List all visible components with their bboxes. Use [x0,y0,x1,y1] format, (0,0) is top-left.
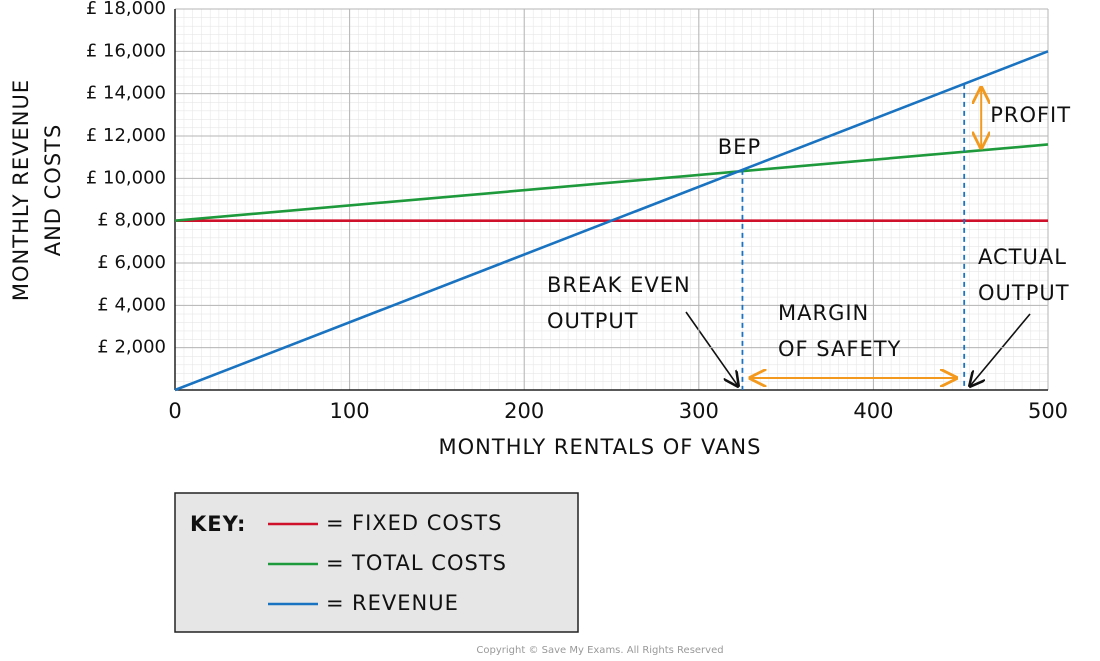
y-tick-label: £ 14,000 [86,83,166,104]
y-tick-label: £ 6,000 [97,252,166,273]
x-axis-label: MONTHLY RENTALS OF VANS [439,435,762,459]
y-tick-label: £ 2,000 [97,337,166,358]
y-tick-label: £ 8,000 [97,210,166,231]
copyright: Copyright © Save My Exams. All Rights Re… [476,645,723,656]
x-tick-label: 400 [853,399,893,423]
legend-label: FIXED COSTS [352,511,502,535]
legend-box [174,492,579,633]
margin-label: MARGIN [778,301,869,325]
x-tick-label: 100 [330,399,370,423]
y-axis-label-line: MONTHLY REVENUE [9,79,33,301]
minor-grid [175,9,1048,390]
legend-separator: = [326,551,345,575]
y-axis-label: MONTHLY REVENUE AND COSTS [9,79,65,301]
x-tick-label: 300 [679,399,719,423]
legend-label: TOTAL COSTS [351,551,507,575]
margin-label: OF SAFETY [778,337,901,361]
actual-output-label: ACTUAL [978,245,1067,269]
pointer-arrow [685,311,738,386]
y-axis-label-line: AND COSTS [41,124,65,257]
series-line [174,143,1049,222]
legend-separator: = [326,591,345,615]
legend-title: KEY: [190,512,246,536]
x-tick-label: 500 [1028,399,1068,423]
y-tick-label: £ 4,000 [97,294,166,315]
x-tick-label: 0 [168,399,181,423]
legend-label: REVENUE [352,591,459,615]
legend-separator: = [326,511,345,535]
y-tick-label: £ 16,000 [86,40,166,61]
y-tick-label: £ 12,000 [86,125,166,146]
profit-label: PROFIT [990,103,1071,127]
series-line [174,50,1049,392]
y-tick-label: £ 18,000 [86,0,166,19]
actual-output-label: OUTPUT [978,281,1070,305]
pointer-arrow [970,313,1031,386]
x-tick-label: 200 [504,399,544,423]
bep-label: BEP [718,135,761,159]
break-even-label: OUTPUT [547,309,639,333]
y-tick-label: £ 10,000 [86,167,166,188]
break-even-label: BREAK EVEN [547,273,691,297]
